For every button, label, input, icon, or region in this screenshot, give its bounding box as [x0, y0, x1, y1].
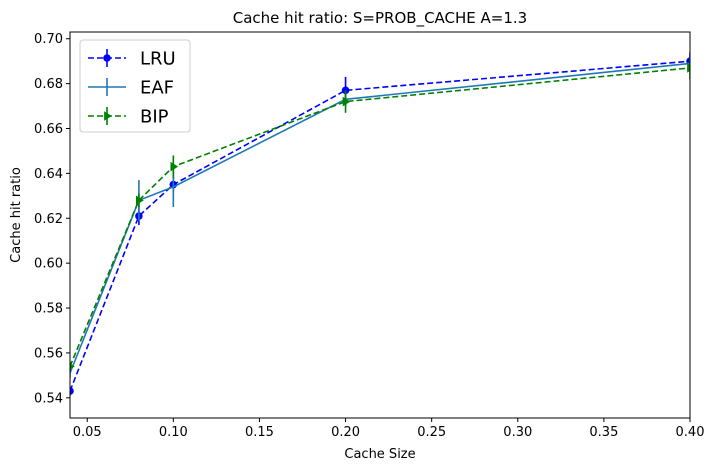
x-tick-label: 0.40	[676, 425, 705, 440]
legend-marker-lru	[103, 54, 111, 62]
y-tick-label: 0.56	[34, 346, 63, 361]
y-tick-label: 0.66	[34, 122, 63, 137]
y-tick-label: 0.70	[34, 32, 63, 47]
legend-label-eaf: EAF	[140, 78, 174, 99]
data-point-lru	[341, 86, 350, 95]
series-group	[70, 52, 690, 396]
x-tick-label: 0.05	[73, 425, 102, 440]
data-point-bip	[687, 63, 690, 73]
y-tick-label: 0.58	[34, 302, 63, 317]
y-tick-label: 0.62	[34, 212, 63, 227]
y-tick-label: 0.60	[34, 257, 63, 272]
x-tick-label: 0.20	[331, 425, 360, 440]
legend: LRU EAF BIP	[79, 39, 191, 133]
legend-marker-bip	[104, 111, 112, 121]
x-tick-label: 0.10	[159, 425, 188, 440]
x-tick-label: 0.15	[245, 425, 274, 440]
legend-label-bip: BIP	[140, 107, 169, 128]
y-tick-label: 0.54	[34, 391, 63, 406]
x-tick-label: 0.25	[417, 425, 446, 440]
x-axis-title: Cache Size	[344, 447, 415, 462]
x-tick-label: 0.30	[503, 425, 532, 440]
data-point-lru	[70, 387, 74, 395]
data-point-bip	[70, 363, 75, 370]
data-point-bip	[136, 195, 144, 206]
y-axis-title: Cache hit ratio	[9, 167, 24, 263]
x-tick-label: 0.35	[589, 425, 618, 440]
y-tick-label: 0.68	[34, 77, 63, 92]
legend-label-lru: LRU	[140, 49, 176, 70]
chart-title: Cache hit ratio: S=PROB_CACHE A=1.3	[233, 9, 527, 28]
data-point-bip	[342, 96, 351, 107]
data-point-bip	[170, 161, 179, 172]
plot-area: 0.05 0.10 0.15 0.20 0.25 0.30 0.35 0.40 0.54 0.56…	[34, 31, 705, 440]
plot-frame	[69, 31, 691, 419]
y-tick-label: 0.64	[34, 167, 63, 182]
